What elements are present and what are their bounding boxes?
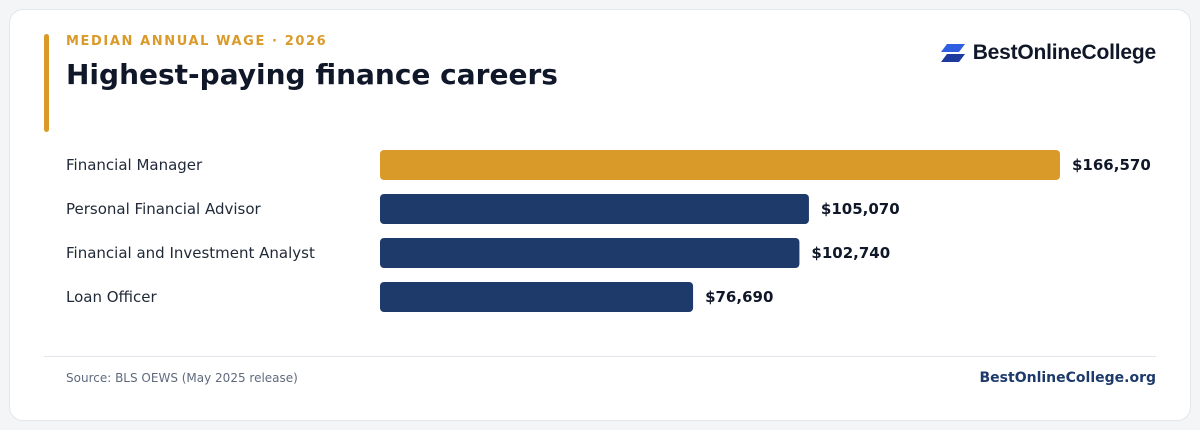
brand-logo-text: BestOnlineCollege bbox=[972, 41, 1157, 64]
value-label: $105,070 bbox=[821, 200, 900, 218]
brand-logo[interactable]: BestOnlineCollege bbox=[940, 40, 1157, 66]
bar bbox=[380, 194, 809, 224]
source-note: Source: BLS OEWS (May 2025 release) bbox=[66, 371, 298, 385]
bar bbox=[380, 238, 800, 268]
category-label: Financial and Investment Analyst bbox=[66, 244, 315, 262]
bar-chart: Financial Manager $166,570 Personal Financ… bbox=[66, 150, 1151, 312]
bar bbox=[380, 150, 1060, 180]
category-label: Loan Officer bbox=[66, 288, 158, 306]
stacked-parallelogram-logo-icon bbox=[940, 44, 965, 62]
value-label: $102,740 bbox=[811, 244, 890, 262]
value-label: $76,690 bbox=[705, 288, 773, 306]
accent-bar bbox=[44, 34, 49, 132]
chart-eyebrow: MEDIAN ANNUAL WAGE · 2026 bbox=[66, 34, 328, 49]
chart-title: Highest-paying finance careers bbox=[66, 58, 558, 91]
value-label: $166,570 bbox=[1072, 156, 1151, 174]
category-label: Personal Financial Advisor bbox=[66, 200, 262, 218]
bar bbox=[380, 282, 694, 312]
site-link[interactable]: BestOnlineCollege.org bbox=[979, 370, 1156, 386]
category-label: Financial Manager bbox=[66, 156, 203, 174]
footer-divider bbox=[44, 356, 1156, 357]
